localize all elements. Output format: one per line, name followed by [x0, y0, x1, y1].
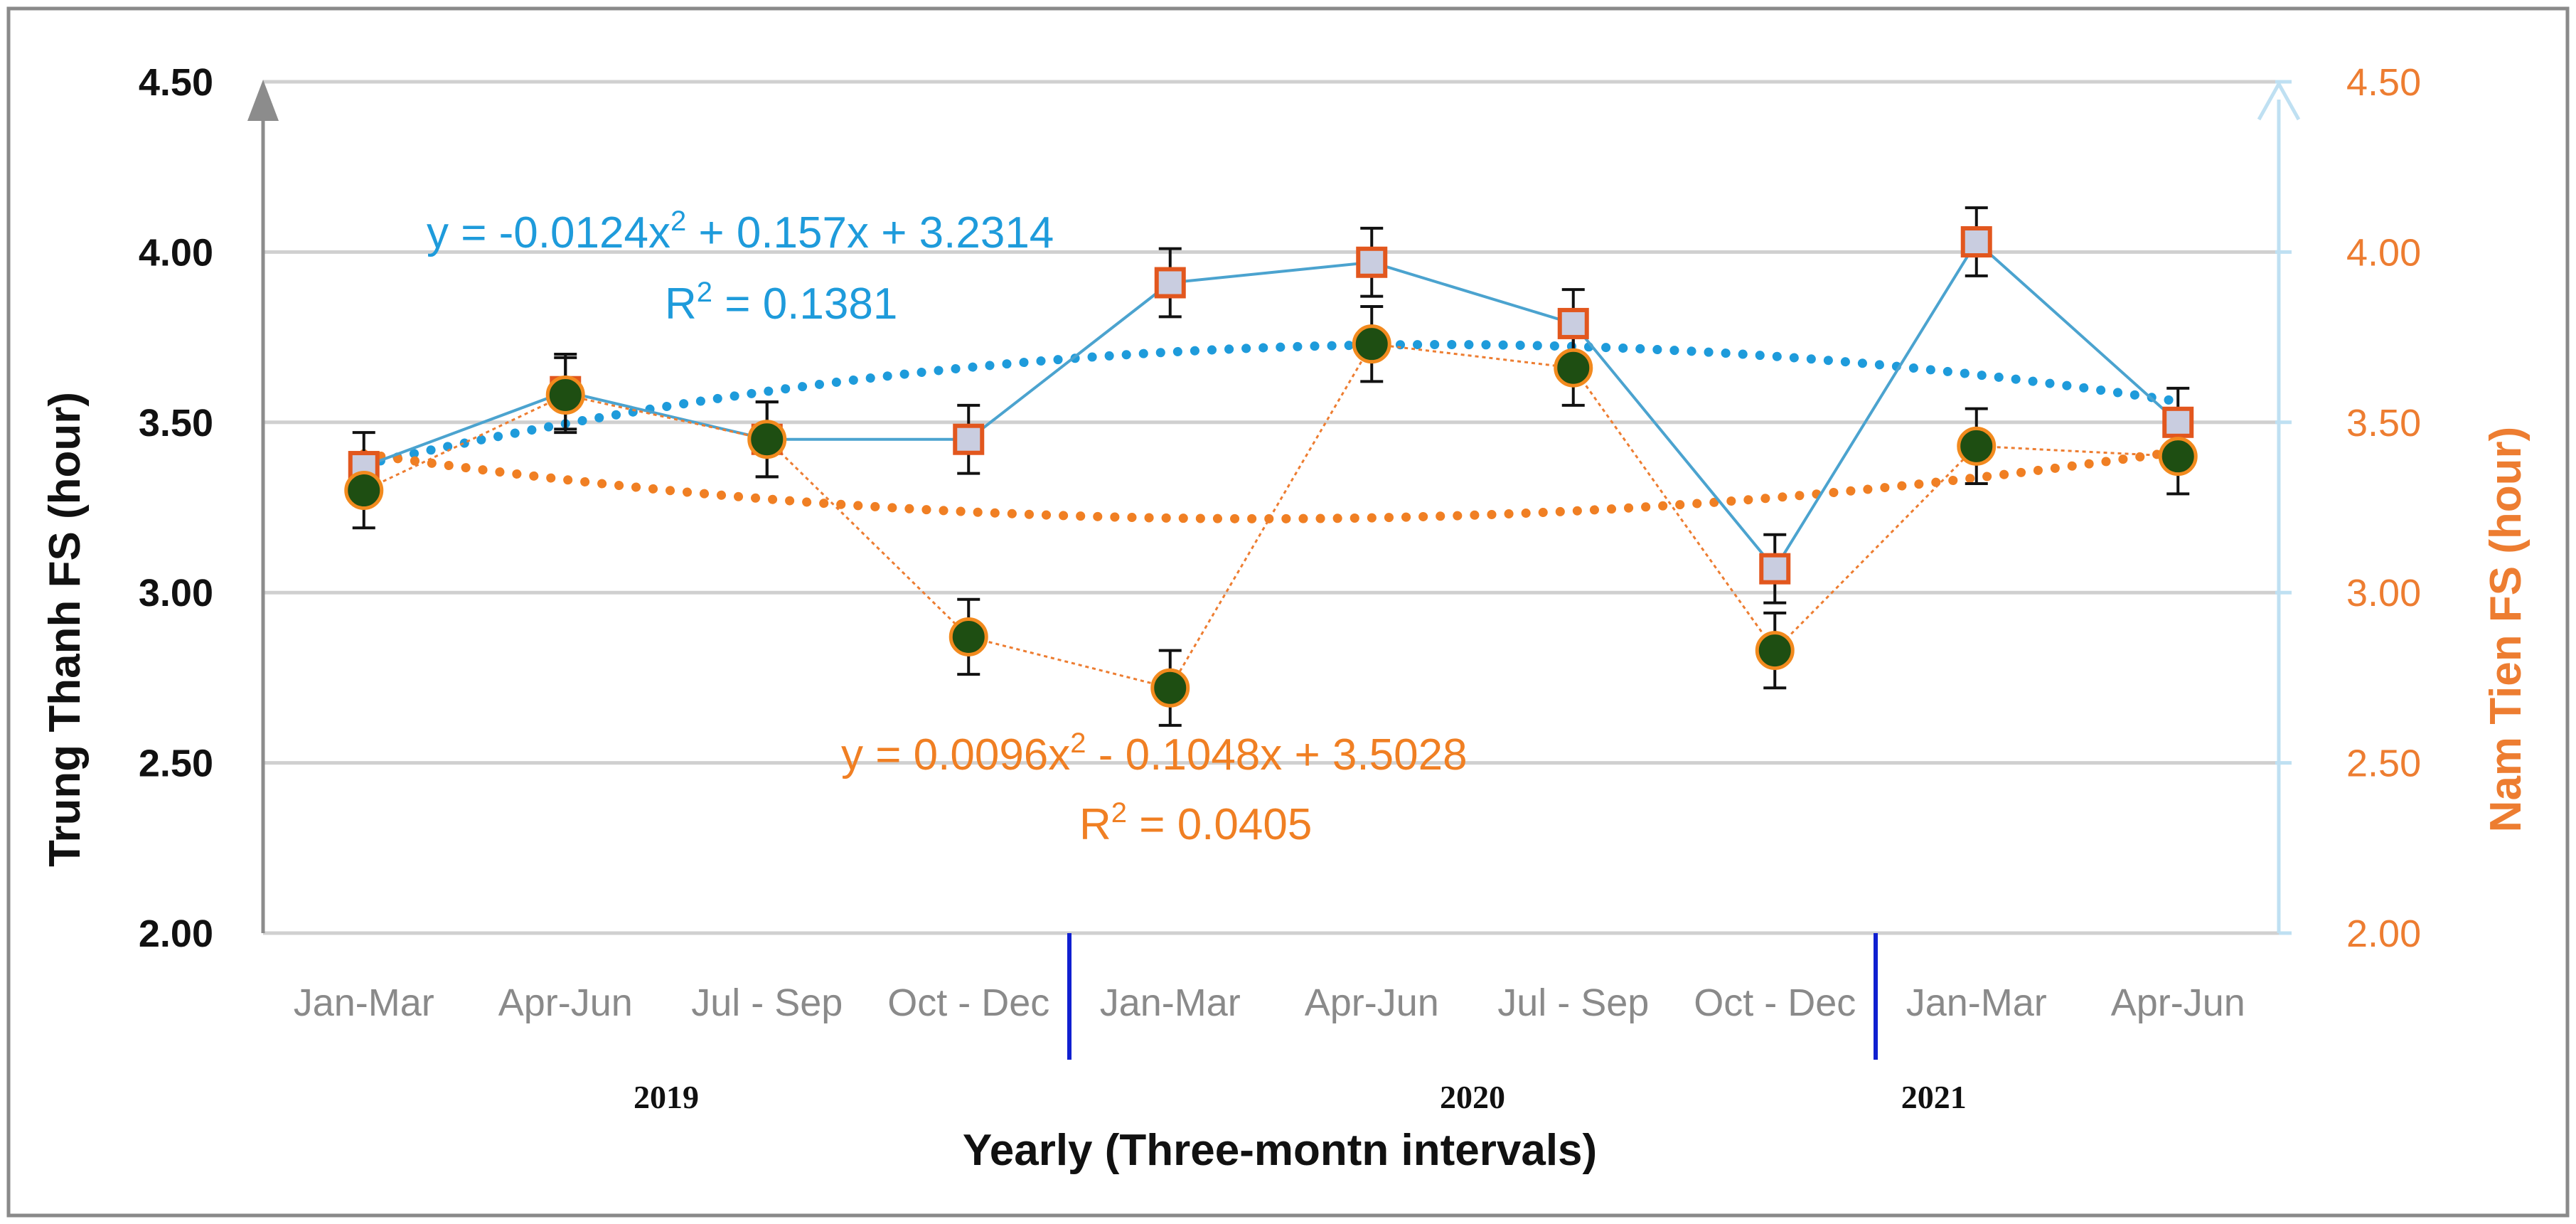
marker-trung-thanh	[1960, 226, 1992, 258]
left-tick-label: 4.50	[139, 61, 213, 104]
right-tick-label: 3.50	[2346, 402, 2421, 445]
category-label: Apr-Jun	[498, 981, 633, 1024]
right-axis-arrow	[2257, 80, 2301, 121]
marker-trung-thanh	[1356, 246, 1388, 278]
right-tick-label: 4.00	[2346, 231, 2421, 274]
marker-trung-thanh	[953, 423, 985, 455]
right-tick-label: 2.50	[2346, 743, 2421, 785]
x-axis-title: Yearly (Three-montn intervals)	[963, 1126, 1597, 1175]
trend-blue-r2: R2 = 0.1381	[665, 277, 897, 329]
chart-frame	[6, 6, 2570, 1218]
marker-nam-tien	[1755, 631, 1795, 671]
left-axis-ticks: 2.00 2.50 3.00 3.50 4.00 4.50	[139, 61, 213, 955]
marker-nam-tien	[344, 471, 384, 511]
year-label: 2020	[1440, 1079, 1505, 1115]
marker-trung-thanh	[1154, 267, 1186, 299]
year-label: 2021	[1901, 1079, 1967, 1115]
marker-trung-thanh	[2162, 406, 2194, 438]
marker-nam-tien	[1352, 324, 1391, 364]
category-label: Apr-Jun	[1305, 981, 1439, 1024]
left-tick-label: 4.00	[139, 231, 213, 274]
category-label: Jul - Sep	[1497, 981, 1649, 1024]
left-tick-label: 2.00	[139, 912, 213, 955]
right-tick-label: 3.00	[2346, 572, 2421, 614]
left-tick-label: 2.50	[139, 743, 213, 785]
marker-nam-tien	[2158, 437, 2198, 477]
series-lines	[363, 239, 2179, 689]
category-label: Oct - Dec	[887, 981, 1049, 1024]
right-tick-label: 2.00	[2346, 912, 2421, 955]
marker-nam-tien	[1150, 668, 1190, 708]
category-label: Jul - Sep	[691, 981, 843, 1024]
marker-nam-tien	[545, 375, 585, 415]
series-line-trung-thanh	[363, 239, 2179, 572]
category-label: Oct - Dec	[1694, 981, 1856, 1024]
right-tick-label: 4.50	[2346, 61, 2421, 104]
marker-nam-tien	[948, 617, 988, 656]
marker-nam-tien	[1957, 426, 1997, 466]
category-label: Jan-Mar	[1100, 981, 1241, 1024]
left-tick-label: 3.00	[139, 572, 213, 614]
year-labels: 2019 2020 2021	[634, 1079, 1967, 1115]
markers	[344, 226, 2198, 708]
year-label: 2019	[634, 1079, 699, 1115]
trend-orange-r2: R2 = 0.0405	[1079, 797, 1312, 849]
marker-trung-thanh	[1759, 553, 1791, 585]
year-dividers	[1067, 933, 1878, 1060]
category-label: Jan-Mar	[1906, 981, 2047, 1024]
trendline-trung-thanh	[359, 340, 2183, 469]
category-labels: Jan-Mar Apr-Jun Jul - Sep Oct - Dec Jan-Mar A…	[294, 981, 2245, 1024]
right-axis-ticks: 2.00 2.50 3.00 3.50 4.00 4.50	[2346, 61, 2421, 955]
marker-trung-thanh	[1557, 307, 1589, 339]
left-axis-arrow	[247, 80, 279, 121]
trend-blue-equation: y = -0.0124x2 + 0.157x + 3.2314	[427, 206, 1054, 257]
category-label: Jan-Mar	[294, 981, 434, 1024]
trendline-nam-tien	[359, 447, 2183, 523]
trend-orange-equation: y = 0.0096x2 - 0.1048x + 3.5028	[841, 728, 1468, 779]
category-label: Apr-Jun	[2111, 981, 2245, 1024]
left-axis-title: Trung Thanh FS (hour)	[41, 392, 90, 867]
marker-nam-tien	[1554, 348, 1593, 388]
marker-nam-tien	[747, 420, 787, 459]
right-axis-title: Nam Tien FS (hour)	[2481, 427, 2530, 833]
series-line-nam-tien	[363, 343, 2179, 689]
left-tick-label: 3.50	[139, 402, 213, 445]
trendlines	[359, 340, 2183, 523]
axes	[247, 80, 2301, 935]
